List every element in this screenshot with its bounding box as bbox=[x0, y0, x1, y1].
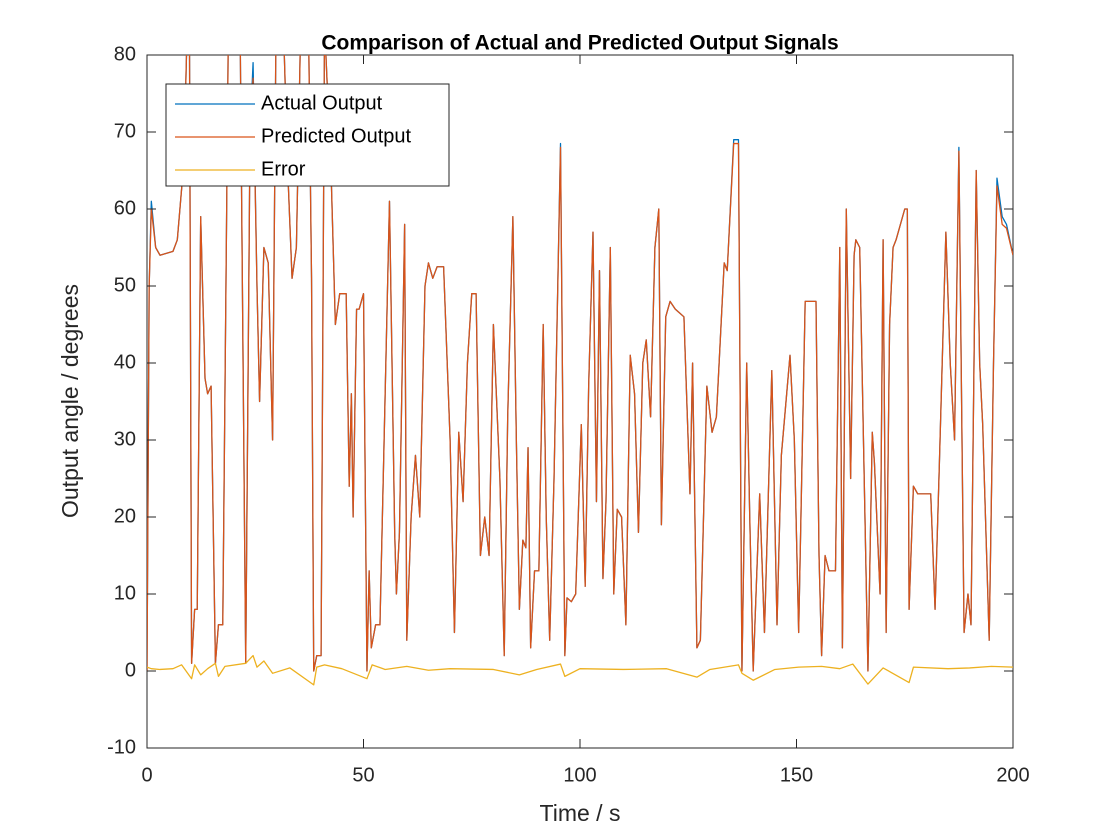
legend-label: Predicted Output bbox=[261, 125, 412, 147]
y-tick-label: 20 bbox=[114, 505, 136, 527]
y-tick-label: 50 bbox=[114, 274, 136, 296]
y-tick-label: 10 bbox=[114, 582, 136, 604]
legend-label: Actual Output bbox=[261, 92, 383, 114]
y-axis-label: Output angle / degrees bbox=[57, 284, 83, 518]
y-tick-label: 0 bbox=[125, 659, 136, 681]
chart-title: Comparison of Actual and Predicted Outpu… bbox=[321, 32, 838, 55]
y-tick-label: 30 bbox=[114, 428, 136, 450]
y-tick-label: -10 bbox=[107, 736, 136, 758]
lines bbox=[147, 55, 1013, 686]
legend-box bbox=[165, 83, 450, 187]
y-tick-label: 40 bbox=[114, 351, 136, 373]
y-tick-label: 80 bbox=[114, 43, 136, 65]
y-tick-label: 60 bbox=[114, 197, 136, 219]
x-tick-label: 200 bbox=[996, 764, 1029, 786]
y-tick-label: 70 bbox=[114, 120, 136, 142]
x-tick-label: 50 bbox=[352, 764, 374, 786]
series-line bbox=[147, 654, 1013, 686]
series-line bbox=[147, 55, 1013, 672]
legend-label: Error bbox=[261, 158, 306, 180]
x-axis-label: Time / s bbox=[540, 800, 621, 826]
x-tick-label: 100 bbox=[563, 764, 596, 786]
x-tick-label: 0 bbox=[141, 764, 152, 786]
x-tick-label: 150 bbox=[780, 764, 813, 786]
